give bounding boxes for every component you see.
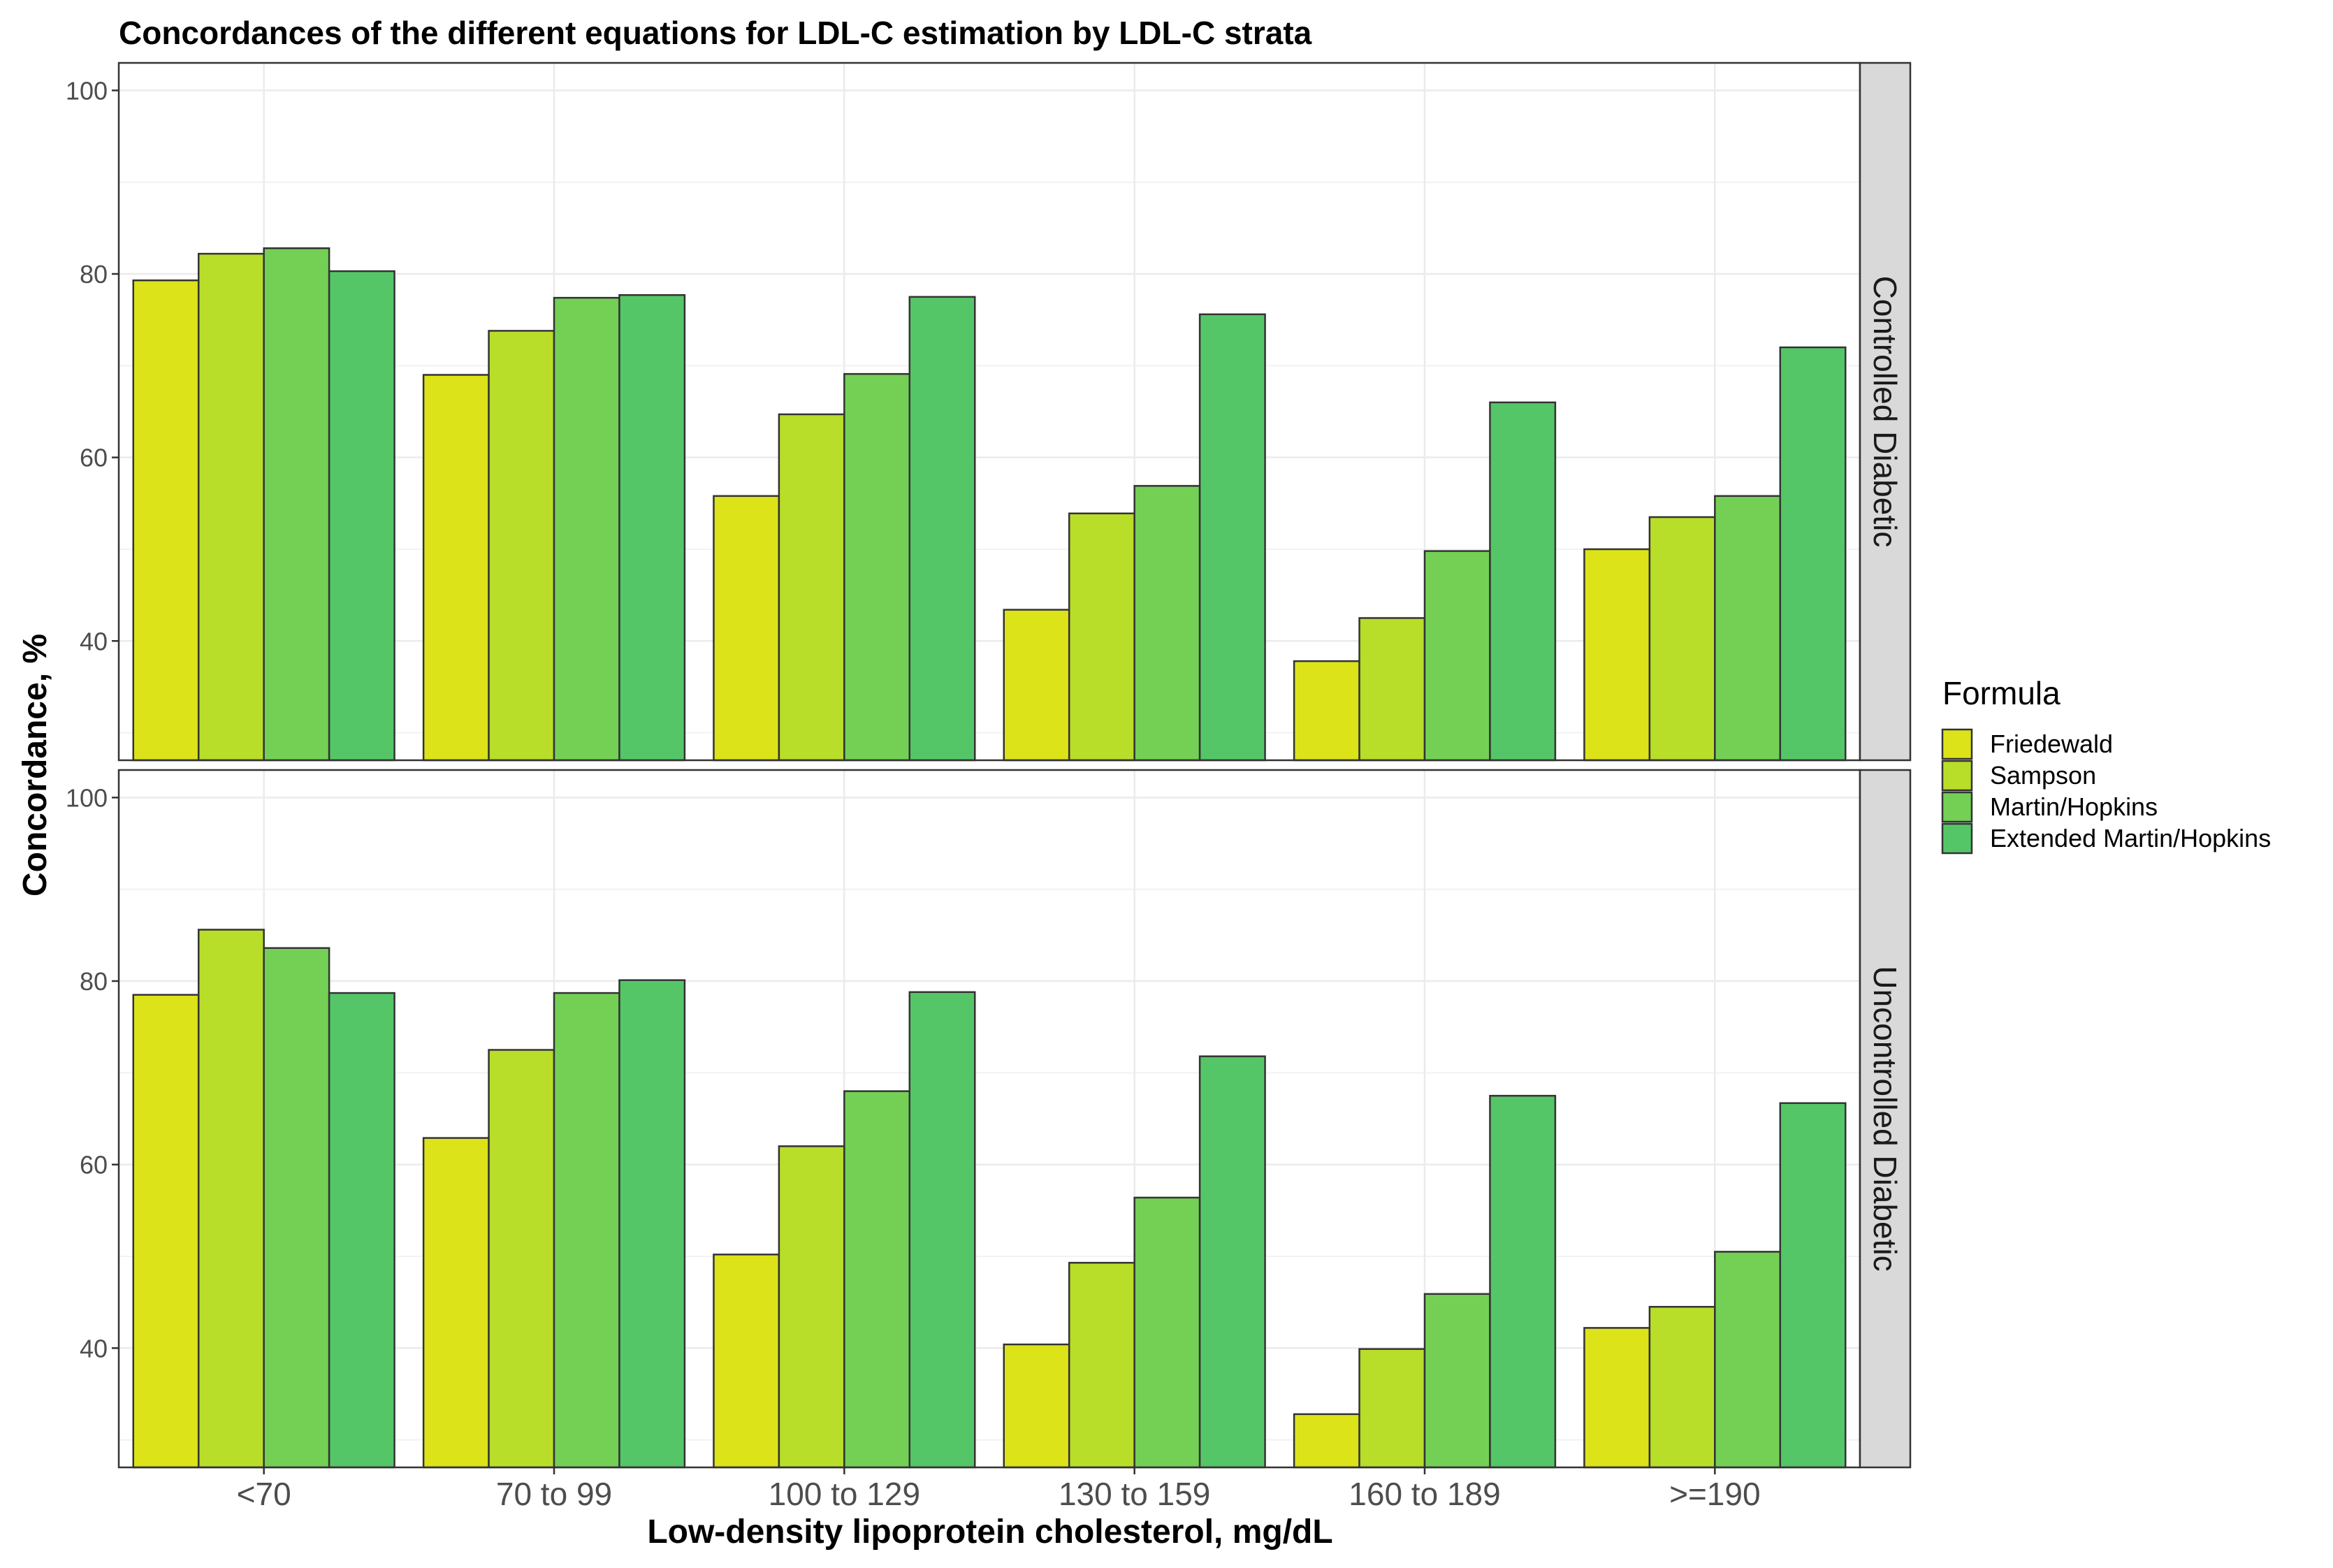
facet-strip bbox=[1859, 769, 1912, 1469]
y-tick-label: 80 bbox=[80, 260, 108, 289]
y-axis-label: Concordance, % bbox=[17, 634, 54, 896]
bar bbox=[1358, 617, 1426, 762]
legend-key bbox=[1941, 822, 1973, 855]
bar bbox=[328, 992, 395, 1469]
facet-strip-label: Controlled Diabetic bbox=[1867, 276, 1903, 548]
y-tick-label: 40 bbox=[80, 627, 108, 655]
bar bbox=[1779, 346, 1847, 762]
bar bbox=[422, 1137, 490, 1469]
chart-title: Concordances of the different equations … bbox=[119, 15, 1312, 51]
bar bbox=[713, 1254, 780, 1469]
x-tick-label: >=190 bbox=[1669, 1476, 1760, 1512]
bar bbox=[1583, 1327, 1651, 1469]
bar bbox=[1198, 313, 1266, 762]
bar bbox=[1003, 609, 1070, 762]
bar bbox=[1133, 1196, 1201, 1469]
bar bbox=[1003, 1343, 1070, 1469]
bar bbox=[132, 279, 200, 762]
legend-label: Martin/Hopkins bbox=[1990, 792, 2158, 821]
x-tick-label: 100 to 129 bbox=[769, 1476, 920, 1512]
bar bbox=[1198, 1055, 1266, 1469]
bar bbox=[1358, 1348, 1426, 1469]
bar bbox=[1423, 1293, 1491, 1469]
bar bbox=[1648, 1305, 1716, 1469]
legend-title: Formula bbox=[1942, 675, 2061, 711]
bar bbox=[1779, 1102, 1847, 1469]
bar bbox=[1489, 1094, 1557, 1469]
x-tick-label: 70 to 99 bbox=[496, 1476, 612, 1512]
bar bbox=[1293, 1413, 1360, 1469]
y-tick-label: 80 bbox=[80, 967, 108, 996]
bar bbox=[618, 293, 686, 762]
y-tick-label: 60 bbox=[80, 444, 108, 472]
bar bbox=[197, 252, 265, 762]
x-tick-label: 160 to 189 bbox=[1349, 1476, 1500, 1512]
bar bbox=[1648, 516, 1716, 762]
legend-label: Sampson bbox=[1990, 761, 2096, 790]
bar bbox=[908, 991, 976, 1469]
bar bbox=[1714, 1251, 1782, 1469]
legend-key bbox=[1941, 760, 1973, 792]
y-tick-label: 40 bbox=[80, 1334, 108, 1363]
bar bbox=[488, 1049, 555, 1469]
x-tick-label: <70 bbox=[237, 1476, 291, 1512]
bar bbox=[618, 979, 686, 1469]
facet-strip-label: Uncontrolled Diabetic bbox=[1867, 966, 1903, 1271]
bar bbox=[488, 330, 555, 762]
y-tick-label: 100 bbox=[66, 783, 108, 812]
bar bbox=[1583, 548, 1651, 762]
bar bbox=[843, 372, 911, 762]
bar bbox=[328, 270, 395, 762]
bar bbox=[1068, 512, 1135, 762]
bar bbox=[908, 296, 976, 762]
legend-key bbox=[1941, 728, 1973, 760]
bar bbox=[843, 1090, 911, 1469]
facet-panel: 40 60 80 100 Controlled Diabetic bbox=[66, 61, 1912, 762]
facet-strip bbox=[1859, 61, 1912, 762]
bar bbox=[1068, 1261, 1135, 1469]
bar bbox=[1133, 485, 1201, 762]
bar bbox=[1423, 550, 1491, 762]
bar bbox=[1489, 401, 1557, 762]
bar bbox=[422, 374, 490, 762]
bar bbox=[1293, 660, 1360, 762]
bar bbox=[263, 947, 330, 1469]
bar bbox=[197, 929, 265, 1469]
bar bbox=[553, 992, 620, 1469]
bar bbox=[1714, 495, 1782, 762]
facet-panels: 40 60 80 100 Controlled Diabetic 40 60 80 100 Unc… bbox=[66, 61, 1912, 1512]
facet-panel: 40 60 80 100 Uncontrolled Diabetic <70 70 to 9… bbox=[66, 769, 1912, 1512]
bar bbox=[132, 994, 200, 1469]
bar bbox=[263, 247, 330, 762]
bar bbox=[778, 413, 845, 762]
bar bbox=[553, 296, 620, 762]
bar bbox=[778, 1145, 845, 1469]
x-axis-label: Low-density lipoprotein cholesterol, mg/… bbox=[647, 1513, 1332, 1551]
legend-label: Friedewald bbox=[1990, 729, 2113, 758]
bar bbox=[713, 495, 780, 762]
legend-key bbox=[1941, 791, 1973, 823]
legend-label: Extended Martin/Hopkins bbox=[1990, 824, 2271, 852]
x-tick-label: 130 to 159 bbox=[1059, 1476, 1210, 1512]
y-tick-label: 60 bbox=[80, 1151, 108, 1179]
y-tick-label: 100 bbox=[66, 76, 108, 105]
